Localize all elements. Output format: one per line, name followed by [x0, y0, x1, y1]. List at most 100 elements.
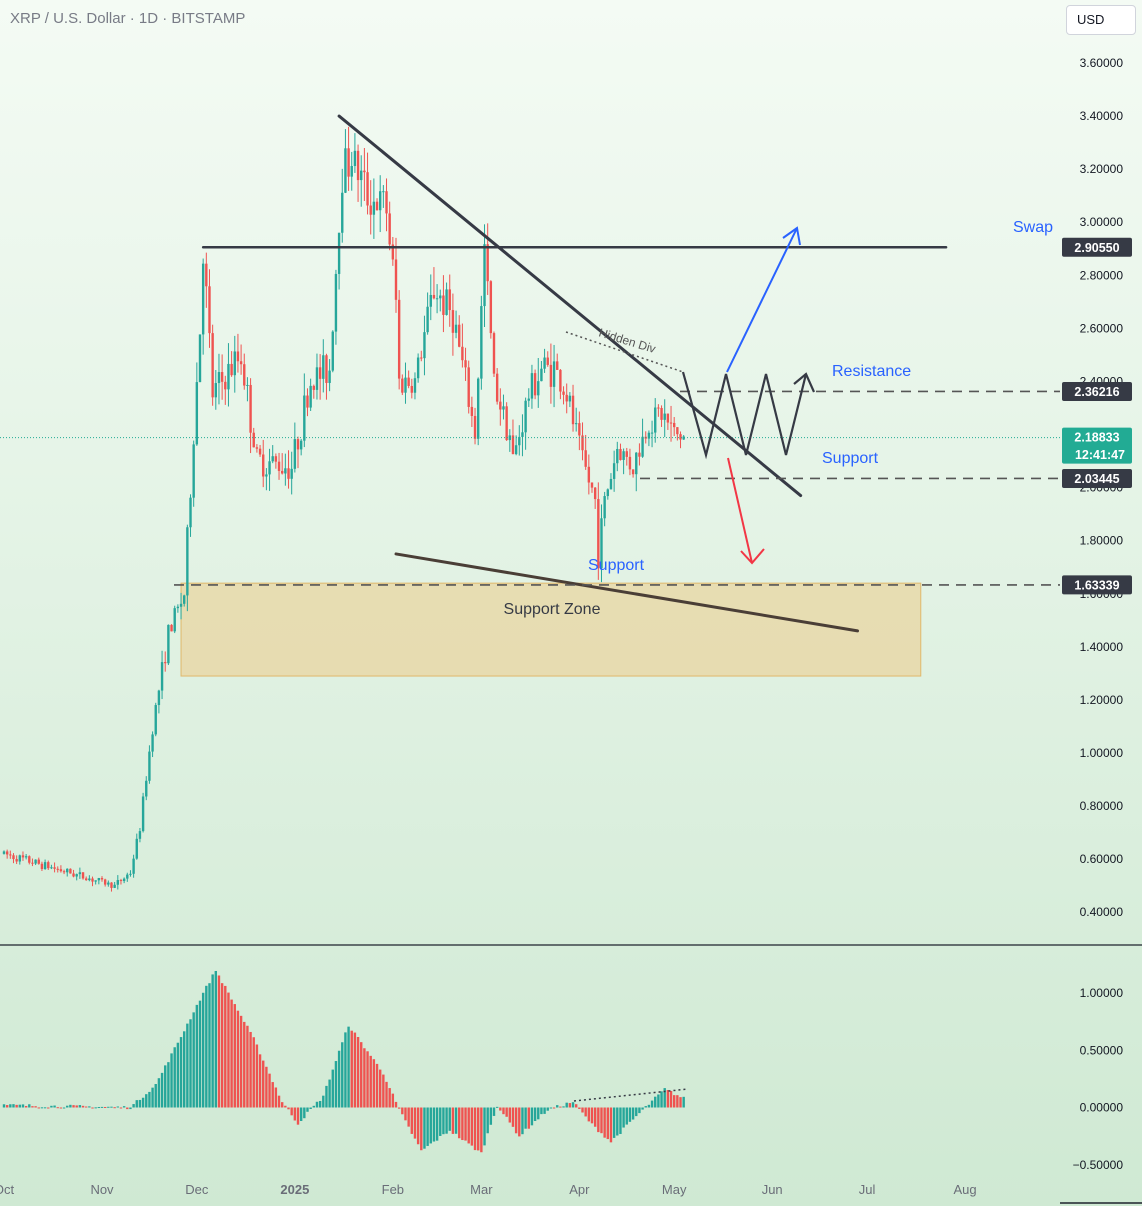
histogram-bar — [347, 1026, 350, 1108]
histogram-bar — [612, 1107, 616, 1138]
candle-body — [616, 448, 619, 464]
axes-layer: 0.40000 0.60000 0.80000 1.00000 1.20000 1.400… — [0, 56, 1132, 1197]
histogram-bar — [189, 1019, 192, 1108]
oscillator-div-line — [573, 1088, 689, 1102]
histogram-bar — [644, 1106, 647, 1108]
candle-body — [505, 406, 508, 441]
histogram-bar — [458, 1107, 461, 1139]
candle — [119, 878, 123, 885]
histogram-bar — [78, 1105, 82, 1108]
candle — [12, 853, 15, 864]
candle — [559, 369, 562, 400]
histogram-bar — [619, 1107, 622, 1134]
histogram-bar — [154, 1084, 157, 1108]
candle — [530, 364, 534, 409]
candle-body — [552, 361, 556, 387]
candle-body — [75, 874, 78, 877]
candle-body — [157, 690, 161, 706]
candle — [192, 440, 195, 507]
candle-body — [476, 378, 480, 439]
time-tick-label: Apr — [569, 1182, 590, 1197]
candle-body — [167, 624, 170, 664]
candle-body — [268, 461, 271, 475]
histogram-bar — [119, 1107, 123, 1109]
histogram-bar — [565, 1102, 568, 1108]
candle-body — [198, 334, 202, 383]
histogram-bar — [394, 1101, 398, 1108]
candle — [660, 405, 663, 427]
histogram-bar — [486, 1107, 489, 1134]
candle — [2, 850, 6, 855]
histogram-bar — [179, 1037, 183, 1108]
histogram-bar — [467, 1107, 470, 1144]
candle — [612, 450, 616, 492]
histogram-bar — [157, 1078, 161, 1108]
breakout-arrowhead — [782, 226, 801, 246]
candle-body — [271, 456, 274, 462]
candle — [84, 876, 88, 881]
price-tick-label: 0.40000 — [1080, 905, 1124, 919]
candle-body — [116, 880, 120, 885]
candle-body — [173, 608, 176, 632]
histogram-bar — [164, 1065, 167, 1108]
candle-body — [100, 878, 104, 880]
candle — [179, 592, 183, 620]
histogram-bar — [186, 1023, 189, 1108]
histogram-bar — [293, 1107, 297, 1121]
candle — [666, 413, 670, 430]
candle-body — [56, 868, 59, 870]
candle-body — [413, 378, 417, 393]
histogram-bar — [350, 1030, 353, 1108]
candle — [369, 180, 372, 235]
candle — [306, 388, 309, 417]
candle — [533, 369, 537, 400]
histogram-bar — [445, 1107, 448, 1134]
last-price-tag-value: 2.18833 — [1074, 431, 1119, 445]
candle — [549, 343, 553, 404]
histogram-bar — [306, 1107, 309, 1112]
candle — [66, 868, 69, 877]
histogram-bar — [84, 1106, 88, 1108]
candle-body — [201, 263, 205, 335]
candle — [537, 358, 540, 408]
histogram-bar — [495, 1106, 499, 1108]
candle-body — [290, 468, 293, 479]
resistance-price-tag: 2.36216 — [1062, 381, 1132, 401]
histogram-bar — [546, 1107, 549, 1111]
candle-body — [126, 874, 129, 879]
candle — [201, 258, 205, 355]
histogram-bar — [214, 970, 218, 1108]
candle-body — [638, 452, 641, 457]
candle — [91, 876, 94, 887]
candle — [211, 324, 214, 406]
currency-button[interactable]: USD — [1066, 5, 1136, 35]
candle-body — [122, 878, 126, 882]
candle-body — [439, 295, 442, 299]
candle-body — [410, 385, 414, 393]
candle — [170, 624, 173, 632]
histogram-bar — [135, 1100, 138, 1108]
candle — [94, 880, 97, 885]
histogram-bar — [182, 1031, 186, 1108]
candle-body — [676, 427, 679, 435]
histogram-bar — [230, 999, 233, 1108]
candle-body — [344, 148, 347, 193]
candle — [81, 872, 85, 880]
candle — [350, 151, 353, 191]
histogram-bar — [40, 1107, 44, 1109]
histogram-bar — [274, 1087, 278, 1108]
candle — [322, 339, 325, 393]
histogram-bar — [660, 1091, 663, 1108]
histogram-bar — [312, 1105, 316, 1108]
candle-body — [612, 463, 616, 479]
candle-body — [682, 436, 685, 440]
swap-price-tag-bg — [1062, 237, 1132, 257]
histogram-bar — [378, 1069, 382, 1108]
candle-body — [467, 367, 470, 407]
histogram-bar — [676, 1095, 679, 1108]
candle-body — [451, 310, 455, 333]
histogram-bar — [650, 1100, 654, 1108]
histogram-bar — [552, 1107, 556, 1109]
histogram-bar — [15, 1104, 18, 1108]
